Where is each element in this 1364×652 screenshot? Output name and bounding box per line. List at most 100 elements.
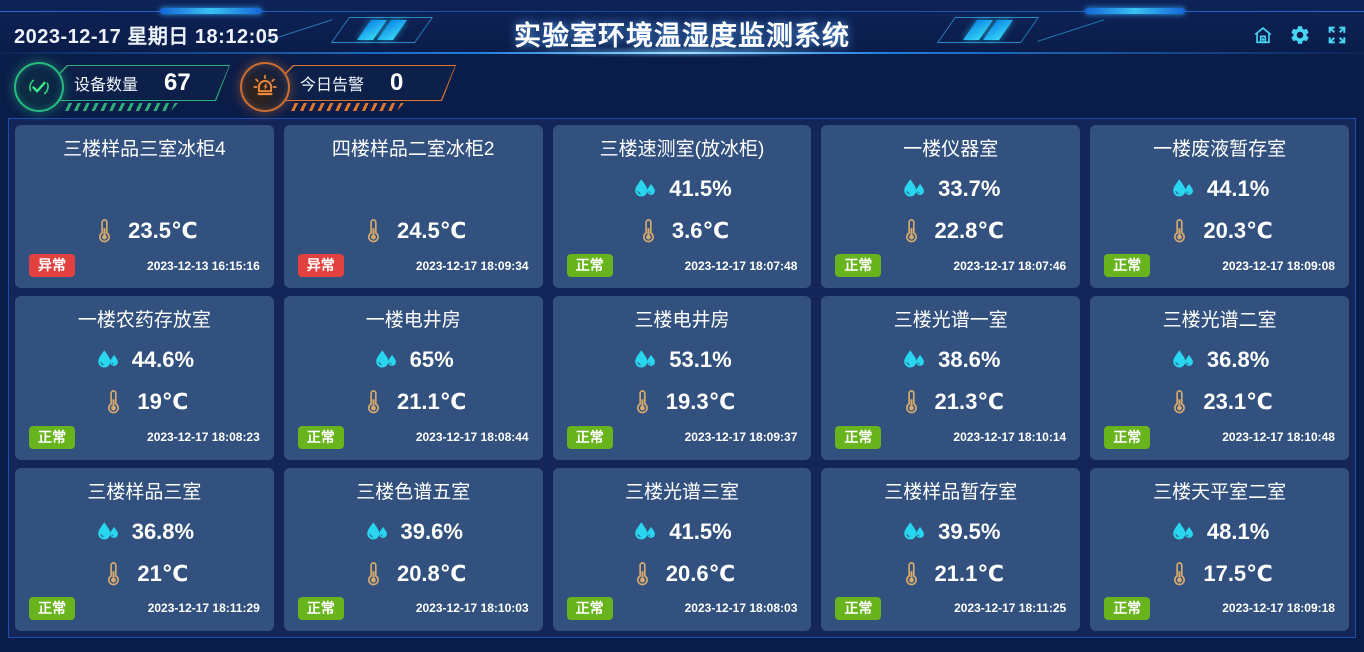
sensor-card[interactable]: 三楼光谱一室 38.6% 21.3℃ 正常 2023-12-17 <box>821 296 1081 460</box>
timestamp: 2023-12-17 18:10:03 <box>415 601 529 616</box>
sensor-card[interactable]: 三楼光谱三室 41.5% 20.6℃ 正常 2023-12-17 <box>552 467 812 631</box>
room-name: 三楼电井房 <box>634 310 730 332</box>
room-name: 三楼速测室(放冰柜) <box>599 139 765 160</box>
sensor-card[interactable]: 四楼样品二室冰柜2 24.5℃ 异常 2023-12-17 1 <box>283 125 543 289</box>
thermometer-icon <box>91 218 117 244</box>
humidity-value: 39.5% <box>938 518 1001 544</box>
sensor-card[interactable]: 一楼仪器室 33.7% 22.8℃ 正常 2023-12-17 <box>821 125 1081 289</box>
stats-row: 设备数量 67 今日告警 0 <box>0 60 1364 166</box>
humidity-drops-icon <box>373 347 399 373</box>
today-alarms-label: 今日告警 <box>300 77 365 94</box>
card-footer: 异常 2023-12-17 18:09:34 <box>297 254 529 278</box>
humidity-row: 36.8% <box>95 519 194 545</box>
temperature-row: 21℃ <box>100 561 188 587</box>
timestamp: 2023-12-17 18:09:18 <box>1222 601 1335 616</box>
timestamp: 2023-12-17 18:11:29 <box>147 601 260 616</box>
humidity-value: 65% <box>409 347 454 373</box>
home-icon[interactable] <box>1252 24 1274 46</box>
status-badge: 正常 <box>566 596 613 620</box>
temperature-row: 20.6℃ <box>629 561 735 587</box>
sensor-card[interactable]: 三楼电井房 53.1% 19.3℃ 正常 2023-12-17 <box>552 296 812 460</box>
status-badge: 正常 <box>29 425 75 449</box>
sensor-card[interactable]: 一楼农药存放室 44.6% 19℃ 正常 2023-12-17 <box>15 296 274 460</box>
room-name: 三楼光谱一室 <box>893 310 1008 332</box>
sensor-card[interactable]: 三楼样品三室 36.8% 21℃ 正常 2023-12-17 1 <box>15 467 274 631</box>
datetime-display: 2023-12-17 星期日 18:12:05 <box>14 26 279 48</box>
temperature-row: 21.1℃ <box>898 561 1004 587</box>
thermometer-icon <box>635 218 661 244</box>
humidity-value: 44.1% <box>1206 176 1270 201</box>
thermometer-icon <box>898 218 924 244</box>
today-alarms-value: 0 <box>390 69 404 96</box>
card-footer: 正常 2023-12-17 18:09:18 <box>1104 596 1335 620</box>
temperature-row: 22.8℃ <box>898 218 1004 244</box>
room-name: 三楼样品三室冰柜4 <box>63 139 226 160</box>
sensor-card[interactable]: 三楼速测室(放冰柜) 41.5% 3.6℃ 正常 2023-12 <box>552 125 812 289</box>
humidity-drops-icon <box>1170 176 1196 202</box>
sensor-card[interactable]: 三楼样品暂存室 39.5% 21.1℃ 正常 2023-12-1 <box>821 467 1081 631</box>
settings-gear-icon[interactable] <box>1289 24 1311 46</box>
thermometer-icon <box>629 389 655 415</box>
temperature-row: 19.3℃ <box>629 389 735 415</box>
card-footer: 正常 2023-12-17 18:09:37 <box>566 425 797 449</box>
temperature-row: 3.6℃ <box>635 218 729 244</box>
top-deco-line <box>0 11 1364 12</box>
humidity-value: 38.6% <box>938 347 1001 373</box>
timestamp: 2023-12-17 18:07:48 <box>684 258 798 273</box>
temperature-value: 19.3℃ <box>665 389 736 415</box>
device-count-stripes <box>60 103 178 111</box>
thermometer-icon <box>360 218 386 244</box>
sensor-card[interactable]: 三楼天平室二室 48.1% 17.5℃ 正常 2023-12-1 <box>1090 467 1349 631</box>
thermometer-icon <box>360 389 386 415</box>
humidity-drops-icon <box>901 176 927 202</box>
timestamp: 2023-12-17 18:10:48 <box>1222 430 1335 445</box>
timestamp: 2023-12-17 18:07:46 <box>953 258 1067 273</box>
timestamp: 2023-12-13 16:15:16 <box>147 258 260 273</box>
card-footer: 正常 2023-12-17 18:10:03 <box>297 596 529 620</box>
status-badge: 正常 <box>1104 425 1151 449</box>
today-alarms-stripes <box>286 103 404 111</box>
humidity-row: 44.6% <box>95 347 194 373</box>
thermometer-icon <box>1166 561 1192 587</box>
timestamp: 2023-12-17 18:09:08 <box>1222 258 1335 273</box>
humidity-drops-icon <box>95 519 121 545</box>
room-name: 三楼样品三室 <box>87 481 202 503</box>
humidity-value: 44.6% <box>131 347 195 373</box>
humidity-drops-icon <box>901 519 927 545</box>
humidity-row: 39.6% <box>364 519 463 545</box>
header-separator <box>0 52 1364 54</box>
temperature-row: 24.5℃ <box>360 218 466 244</box>
monitor-panel: 三楼样品三室冰柜4 23.5℃ 异常 2023-12-13 1 <box>8 118 1356 638</box>
humidity-row: 36.8% <box>1170 347 1269 373</box>
sensor-card[interactable]: 三楼色谱五室 39.6% 20.8℃ 正常 2023-12-17 <box>283 467 543 631</box>
room-name: 三楼光谱二室 <box>1162 310 1277 332</box>
temperature-row: 23.1℃ <box>1166 389 1273 415</box>
temperature-row: 21.3℃ <box>898 389 1004 415</box>
device-count-banner: 设备数量 67 <box>52 65 230 101</box>
humidity-drops-icon <box>632 176 658 202</box>
card-footer: 正常 2023-12-17 18:08:23 <box>29 425 260 449</box>
thermometer-icon <box>100 561 126 587</box>
temperature-value: 20.8℃ <box>396 560 467 586</box>
sensor-card[interactable]: 三楼光谱二室 36.8% 23.1℃ 正常 2023-12-17 <box>1090 296 1349 460</box>
humidity-row: 41.5% <box>632 519 732 545</box>
device-count-widget: 设备数量 67 <box>14 60 230 114</box>
sensor-card[interactable]: 一楼电井房 65% 21.1℃ 正常 2023-12-17 18 <box>283 296 543 460</box>
card-footer: 正常 2023-12-17 18:07:46 <box>835 254 1067 278</box>
humidity-drops-icon <box>1170 347 1196 373</box>
header-icon-bar <box>1252 24 1348 46</box>
card-footer: 正常 2023-12-17 18:07:48 <box>566 254 798 278</box>
humidity-row: 44.1% <box>1170 176 1269 202</box>
humidity-value: 41.5% <box>669 176 732 201</box>
alarm-beacon-icon <box>240 62 290 112</box>
sensor-card[interactable]: 一楼废液暂存室 44.1% 20.3℃ 正常 2023-12-1 <box>1090 125 1349 289</box>
thermometer-icon <box>1166 389 1192 415</box>
humidity-row: 38.6% <box>901 347 1000 373</box>
temperature-value: 21.3℃ <box>934 389 1005 415</box>
status-badge: 正常 <box>835 596 882 620</box>
fullscreen-icon[interactable] <box>1326 24 1348 46</box>
sensor-card[interactable]: 三楼样品三室冰柜4 23.5℃ 异常 2023-12-13 1 <box>15 125 274 289</box>
status-badge: 正常 <box>297 596 344 620</box>
humidity-value: 48.1% <box>1206 518 1270 544</box>
temperature-value: 21.1℃ <box>396 389 467 415</box>
